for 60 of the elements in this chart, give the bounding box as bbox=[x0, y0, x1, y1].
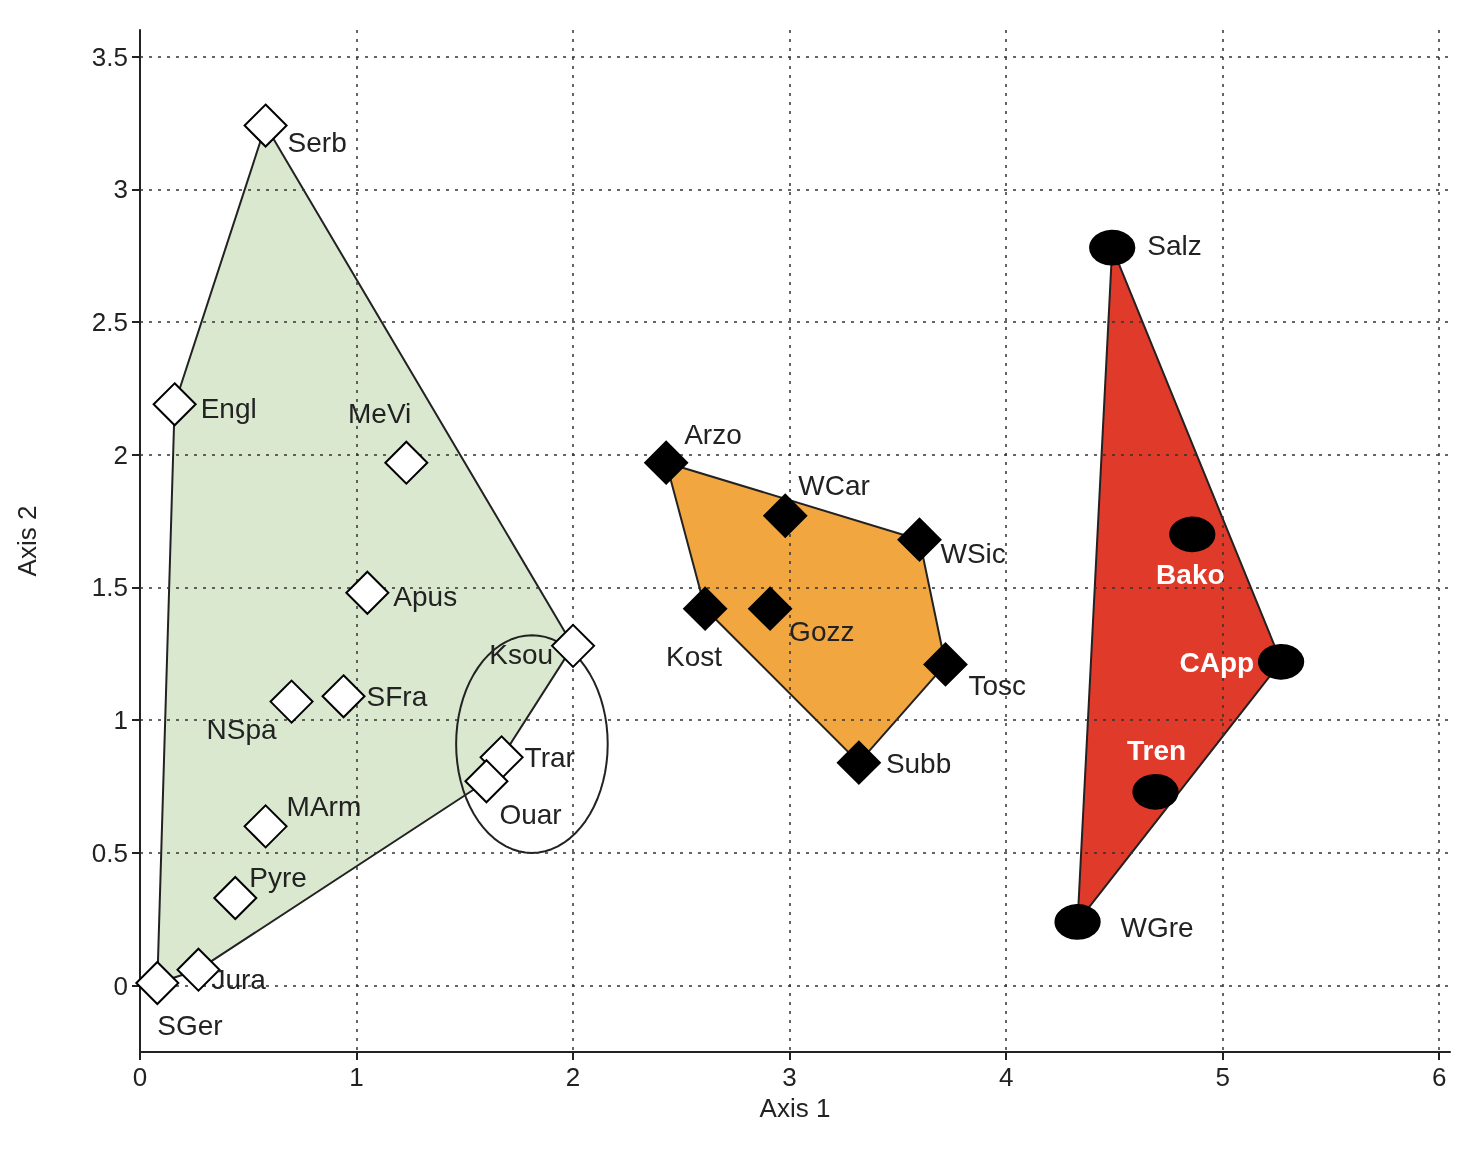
y-axis-title: Axis 2 bbox=[12, 505, 42, 577]
point bbox=[152, 382, 197, 427]
annotation: Salz bbox=[1147, 230, 1202, 262]
point bbox=[243, 804, 288, 849]
annotation: Ouar bbox=[499, 798, 562, 830]
y-tick-label: 0 bbox=[113, 970, 128, 1001]
annotation: Subb bbox=[885, 748, 952, 780]
point bbox=[1132, 773, 1179, 810]
x-tick-label: 0 bbox=[132, 1062, 148, 1092]
x-tick-label: 4 bbox=[998, 1062, 1014, 1092]
annotation: CApp bbox=[1179, 647, 1255, 679]
x-tick-label: 5 bbox=[1215, 1062, 1230, 1092]
point bbox=[1054, 903, 1101, 940]
y-tick-label: 0.5 bbox=[91, 837, 128, 868]
annotation: Bako bbox=[1156, 558, 1225, 590]
y-tick-label: 2.5 bbox=[91, 307, 128, 337]
annotation: SGer bbox=[157, 1010, 223, 1042]
point bbox=[1258, 643, 1305, 680]
point bbox=[479, 735, 524, 780]
annotation: Engl bbox=[200, 392, 257, 424]
annotation: WCar bbox=[798, 470, 870, 502]
annotation: Apus bbox=[393, 581, 458, 613]
annotation: WSic bbox=[940, 538, 1006, 570]
x-tick-label: 6 bbox=[1431, 1062, 1447, 1092]
annotation: Pyre bbox=[249, 861, 307, 893]
annotation: Arzo bbox=[684, 419, 742, 451]
y-tick-label: 2 bbox=[113, 439, 128, 470]
annotation: Ksou bbox=[489, 639, 554, 671]
x-axis-title: Axis 1 bbox=[759, 1092, 831, 1123]
annotation: Serb bbox=[287, 127, 347, 159]
x-tick-label: 3 bbox=[782, 1062, 797, 1092]
y-tick-label: 3.5 bbox=[91, 41, 128, 72]
point bbox=[923, 642, 968, 687]
point bbox=[836, 740, 881, 785]
point bbox=[763, 493, 808, 538]
annotation: SFra bbox=[366, 680, 428, 712]
point bbox=[683, 586, 728, 631]
x-tick-label: 1 bbox=[349, 1062, 364, 1092]
y-tick-label: 1.5 bbox=[91, 572, 128, 603]
point bbox=[1169, 516, 1216, 553]
point bbox=[551, 623, 596, 668]
annotation: MeVi bbox=[348, 398, 412, 430]
y-tick-label: 3 bbox=[113, 174, 128, 205]
annotation: Kost bbox=[666, 641, 723, 673]
x-tick-label: 2 bbox=[565, 1062, 581, 1092]
point bbox=[321, 674, 366, 719]
point bbox=[897, 517, 942, 562]
annotation: Gozz bbox=[789, 616, 855, 648]
point bbox=[464, 759, 509, 804]
annotation: NSpa bbox=[206, 714, 277, 746]
annotation: Tren bbox=[1126, 735, 1187, 767]
annotation: WGre bbox=[1120, 912, 1194, 944]
y-tick-label: 1 bbox=[113, 705, 128, 736]
annotation: Jura bbox=[211, 964, 267, 996]
annotation: Trar bbox=[524, 741, 575, 773]
point bbox=[1089, 229, 1136, 266]
annotation: Tosc bbox=[968, 669, 1027, 701]
annotation: MArm bbox=[286, 790, 362, 822]
point bbox=[384, 440, 429, 485]
point bbox=[345, 570, 390, 615]
